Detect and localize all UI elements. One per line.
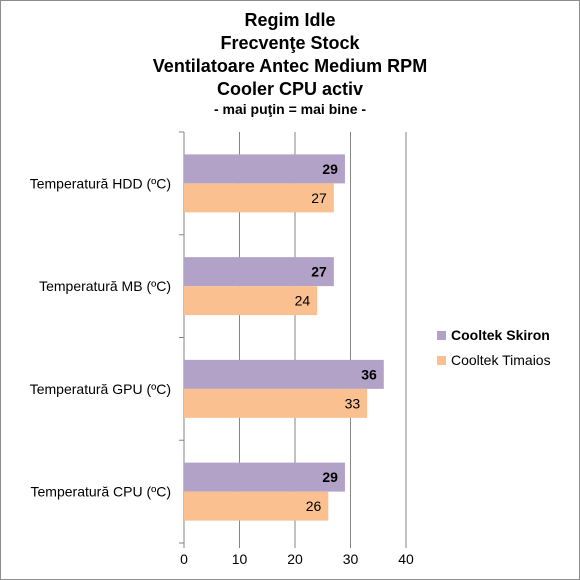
category-label: Temperatură HDD (ºC) <box>30 175 171 191</box>
x-tick-label: 0 <box>180 551 188 567</box>
legend-label-series-2: Cooltek Timaios <box>451 352 551 368</box>
chart-title-line-2: Frecvenţe Stock <box>220 33 360 53</box>
legend-item-series-2: Cooltek Timaios <box>437 352 551 368</box>
bar-data-label: 29 <box>322 469 338 485</box>
category-label: Temperatură GPU (ºC) <box>30 381 171 397</box>
bar <box>184 154 345 184</box>
bar <box>184 359 384 389</box>
chart-title-line-1: Regim Idle <box>244 10 336 30</box>
x-tick-label: 30 <box>343 551 359 567</box>
legend-swatch-series-2 <box>437 355 446 365</box>
bar-data-label: 24 <box>295 293 311 309</box>
bar <box>184 183 334 213</box>
category-label: Temperatură MB (ºC) <box>39 278 171 294</box>
legend-swatch-series-1 <box>437 330 446 340</box>
x-tick-label: 20 <box>287 551 303 567</box>
bar <box>184 257 334 287</box>
chart-title-line-3: Ventilatoare Antec Medium RPM <box>152 56 428 76</box>
chart-subtitle: - mai puţin = mai bine - <box>213 101 367 117</box>
bar-data-label: 33 <box>345 395 361 411</box>
bar-data-label: 26 <box>306 498 322 514</box>
bar <box>184 388 368 418</box>
chart-title-line-4: Cooler CPU activ <box>216 79 364 99</box>
legend-label-series-1: Cooltek Skiron <box>451 327 550 343</box>
bar <box>184 462 345 492</box>
bar-data-label: 27 <box>311 190 327 206</box>
bar <box>184 286 318 316</box>
x-tick-label: 40 <box>398 551 414 567</box>
x-tick-label: 10 <box>232 551 248 567</box>
category-label: Temperatură CPU (ºC) <box>31 484 171 500</box>
bar-data-label: 27 <box>311 264 327 280</box>
bar-data-label: 29 <box>322 161 338 177</box>
bar-data-label: 36 <box>361 366 377 382</box>
legend-item-series-1: Cooltek Skiron <box>437 327 550 343</box>
bar <box>184 491 329 521</box>
